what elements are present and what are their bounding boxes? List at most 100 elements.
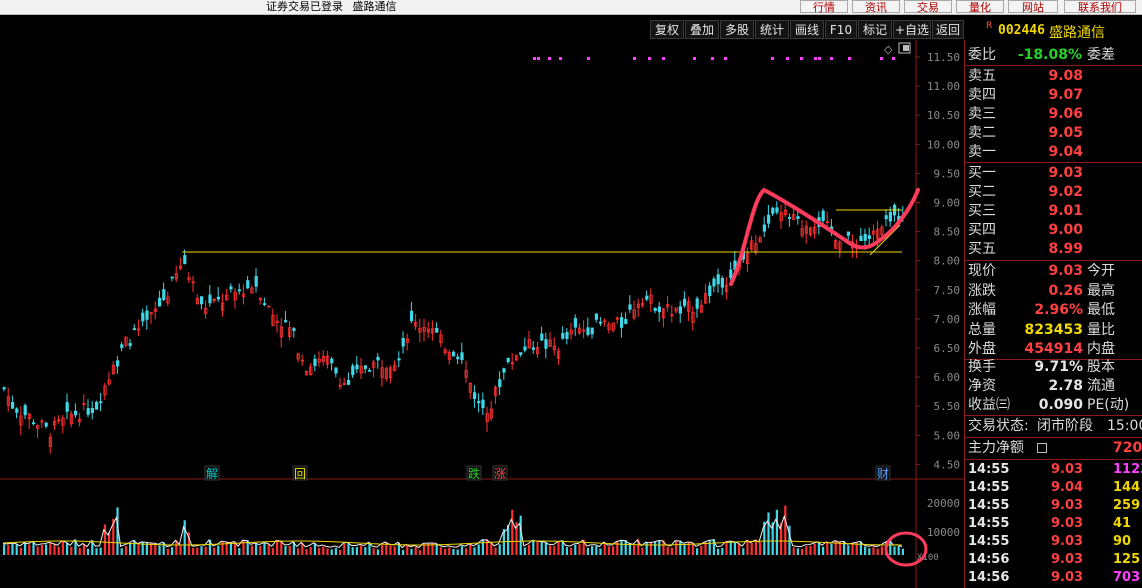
buy-row[interactable]: 买一 9.03 [965, 164, 1142, 182]
event-marker-box[interactable] [875, 465, 891, 481]
top-button-quant[interactable]: 量化 [956, 0, 1004, 14]
buy-row[interactable]: 买三 9.01 [965, 202, 1142, 220]
toolbar-adjust-button[interactable]: 复权 [650, 20, 684, 39]
volume-bar [490, 542, 493, 555]
kline-chart[interactable]: 11.50 11.00 10.50 10.00 9.50 9.00 8.50 8.00 7.50… [0, 40, 964, 588]
candle-body [447, 352, 452, 360]
candle-body [309, 366, 313, 375]
event-marker-label[interactable]: 解 [206, 467, 218, 481]
candle-body [430, 328, 435, 334]
volume-bar [507, 524, 510, 555]
price-axis-label: 6.00 [934, 371, 961, 384]
volume-bar [414, 547, 417, 555]
candle-body [132, 328, 136, 330]
quote-label: 外盘 [968, 341, 996, 357]
top-button-website[interactable]: 网站 [1008, 0, 1058, 14]
event-dot [633, 57, 636, 60]
event-marker-label[interactable]: 涨 [494, 466, 506, 481]
candle-body [292, 328, 296, 331]
sell-row[interactable]: 卖五 9.08 [965, 67, 1142, 85]
volume-bar [633, 545, 636, 555]
volume-bar [448, 547, 451, 555]
sell-row[interactable]: 卖一 9.04 [965, 143, 1142, 161]
list-icon[interactable] [1037, 443, 1047, 453]
volume-bar [423, 544, 426, 555]
volume-bar [322, 546, 325, 555]
candle-body [267, 305, 271, 308]
divider [965, 162, 1142, 163]
sell-row[interactable]: 卖二 9.05 [965, 124, 1142, 142]
sell-level-label: 卖一 [968, 144, 996, 160]
candle-body [775, 207, 779, 213]
candle-body [498, 379, 502, 388]
candle-body [632, 309, 636, 319]
toolbar-multi-button[interactable]: 多股 [720, 20, 754, 39]
toolbar-mark-button[interactable]: 标记 [858, 20, 892, 39]
toolbar-stats-button[interactable]: 统计 [755, 20, 789, 39]
volume-bar [901, 548, 904, 555]
buy-row[interactable]: 买五 8.99 [965, 240, 1142, 258]
volume-bar [196, 547, 199, 555]
buy-row[interactable]: 买二 9.02 [965, 183, 1142, 201]
candle-body [74, 410, 78, 416]
quote-value: 0.090 [1038, 397, 1083, 413]
quote-label-secondary: 股本 [1087, 359, 1115, 375]
volume-bar [410, 548, 413, 555]
candle-body [804, 225, 809, 234]
candle-body [884, 215, 888, 220]
event-marker-label[interactable]: 回 [294, 467, 306, 481]
volume-bar [624, 540, 627, 555]
candle-body [170, 276, 174, 279]
event-dot [559, 57, 562, 60]
window-toggle-icon[interactable] [898, 42, 911, 54]
event-marker-box[interactable] [492, 465, 508, 481]
main-flow-row[interactable]: 主力净额 7203 [965, 439, 1142, 457]
volume-bar [481, 539, 484, 555]
diamond-icon[interactable]: ◇ [884, 43, 893, 56]
trade-status-value: 闭市阶段 [1037, 418, 1093, 434]
toolbar-f10-button[interactable]: F10 [825, 20, 857, 39]
volume-bar [334, 547, 337, 555]
sell-row[interactable]: 卖四 9.07 [965, 86, 1142, 104]
volume-bar [658, 540, 661, 555]
event-marker-box[interactable] [292, 465, 308, 481]
candle-body [557, 350, 561, 359]
candle-body [258, 298, 263, 301]
tick-row: 14:55 9.03 90 [965, 533, 1142, 551]
toolbar-back-button[interactable]: 返回 [932, 20, 964, 39]
sell-row[interactable]: 卖三 9.06 [965, 105, 1142, 123]
quote-label-secondary: 最低 [1087, 302, 1115, 318]
volume-bar [532, 539, 535, 555]
top-button-news[interactable]: 资讯 [852, 0, 900, 14]
candle-body [19, 415, 23, 426]
volume-bar [385, 542, 388, 555]
volume-bar [171, 547, 174, 555]
volume-bar [343, 543, 346, 555]
top-button-market[interactable]: 行情 [800, 0, 848, 14]
volume-bar [74, 539, 77, 555]
event-marker-label[interactable]: 跌 [468, 466, 480, 481]
event-marker-box[interactable] [204, 465, 220, 481]
top-button-trade[interactable]: 交易 [904, 0, 952, 14]
weibi-row: 委比 -18.08% 委差 [965, 46, 1142, 64]
quote-value: 454914 [1024, 341, 1083, 357]
toolbar-add-watchlist-button[interactable]: +自选 [893, 20, 931, 39]
event-marker-label[interactable]: 财 [877, 467, 889, 481]
volume-bar [187, 532, 190, 555]
top-button-contact[interactable]: 联系我们 [1064, 0, 1136, 14]
volume-bars [2, 505, 904, 555]
volume-bar [578, 544, 581, 555]
volume-bar [87, 548, 90, 555]
candle-body [141, 312, 145, 322]
toolbar-overlay-button[interactable]: 叠加 [685, 20, 719, 39]
candle-body [27, 413, 32, 420]
candle-body [506, 357, 510, 363]
candle-body [422, 327, 426, 332]
volume-bar [397, 542, 400, 555]
event-dot [830, 57, 833, 60]
event-marker-box[interactable] [466, 465, 482, 481]
buy-row[interactable]: 买四 9.00 [965, 221, 1142, 239]
candle-body [691, 312, 695, 323]
toolbar-draw-button[interactable]: 画线 [790, 20, 824, 39]
volume-bar [515, 522, 518, 555]
